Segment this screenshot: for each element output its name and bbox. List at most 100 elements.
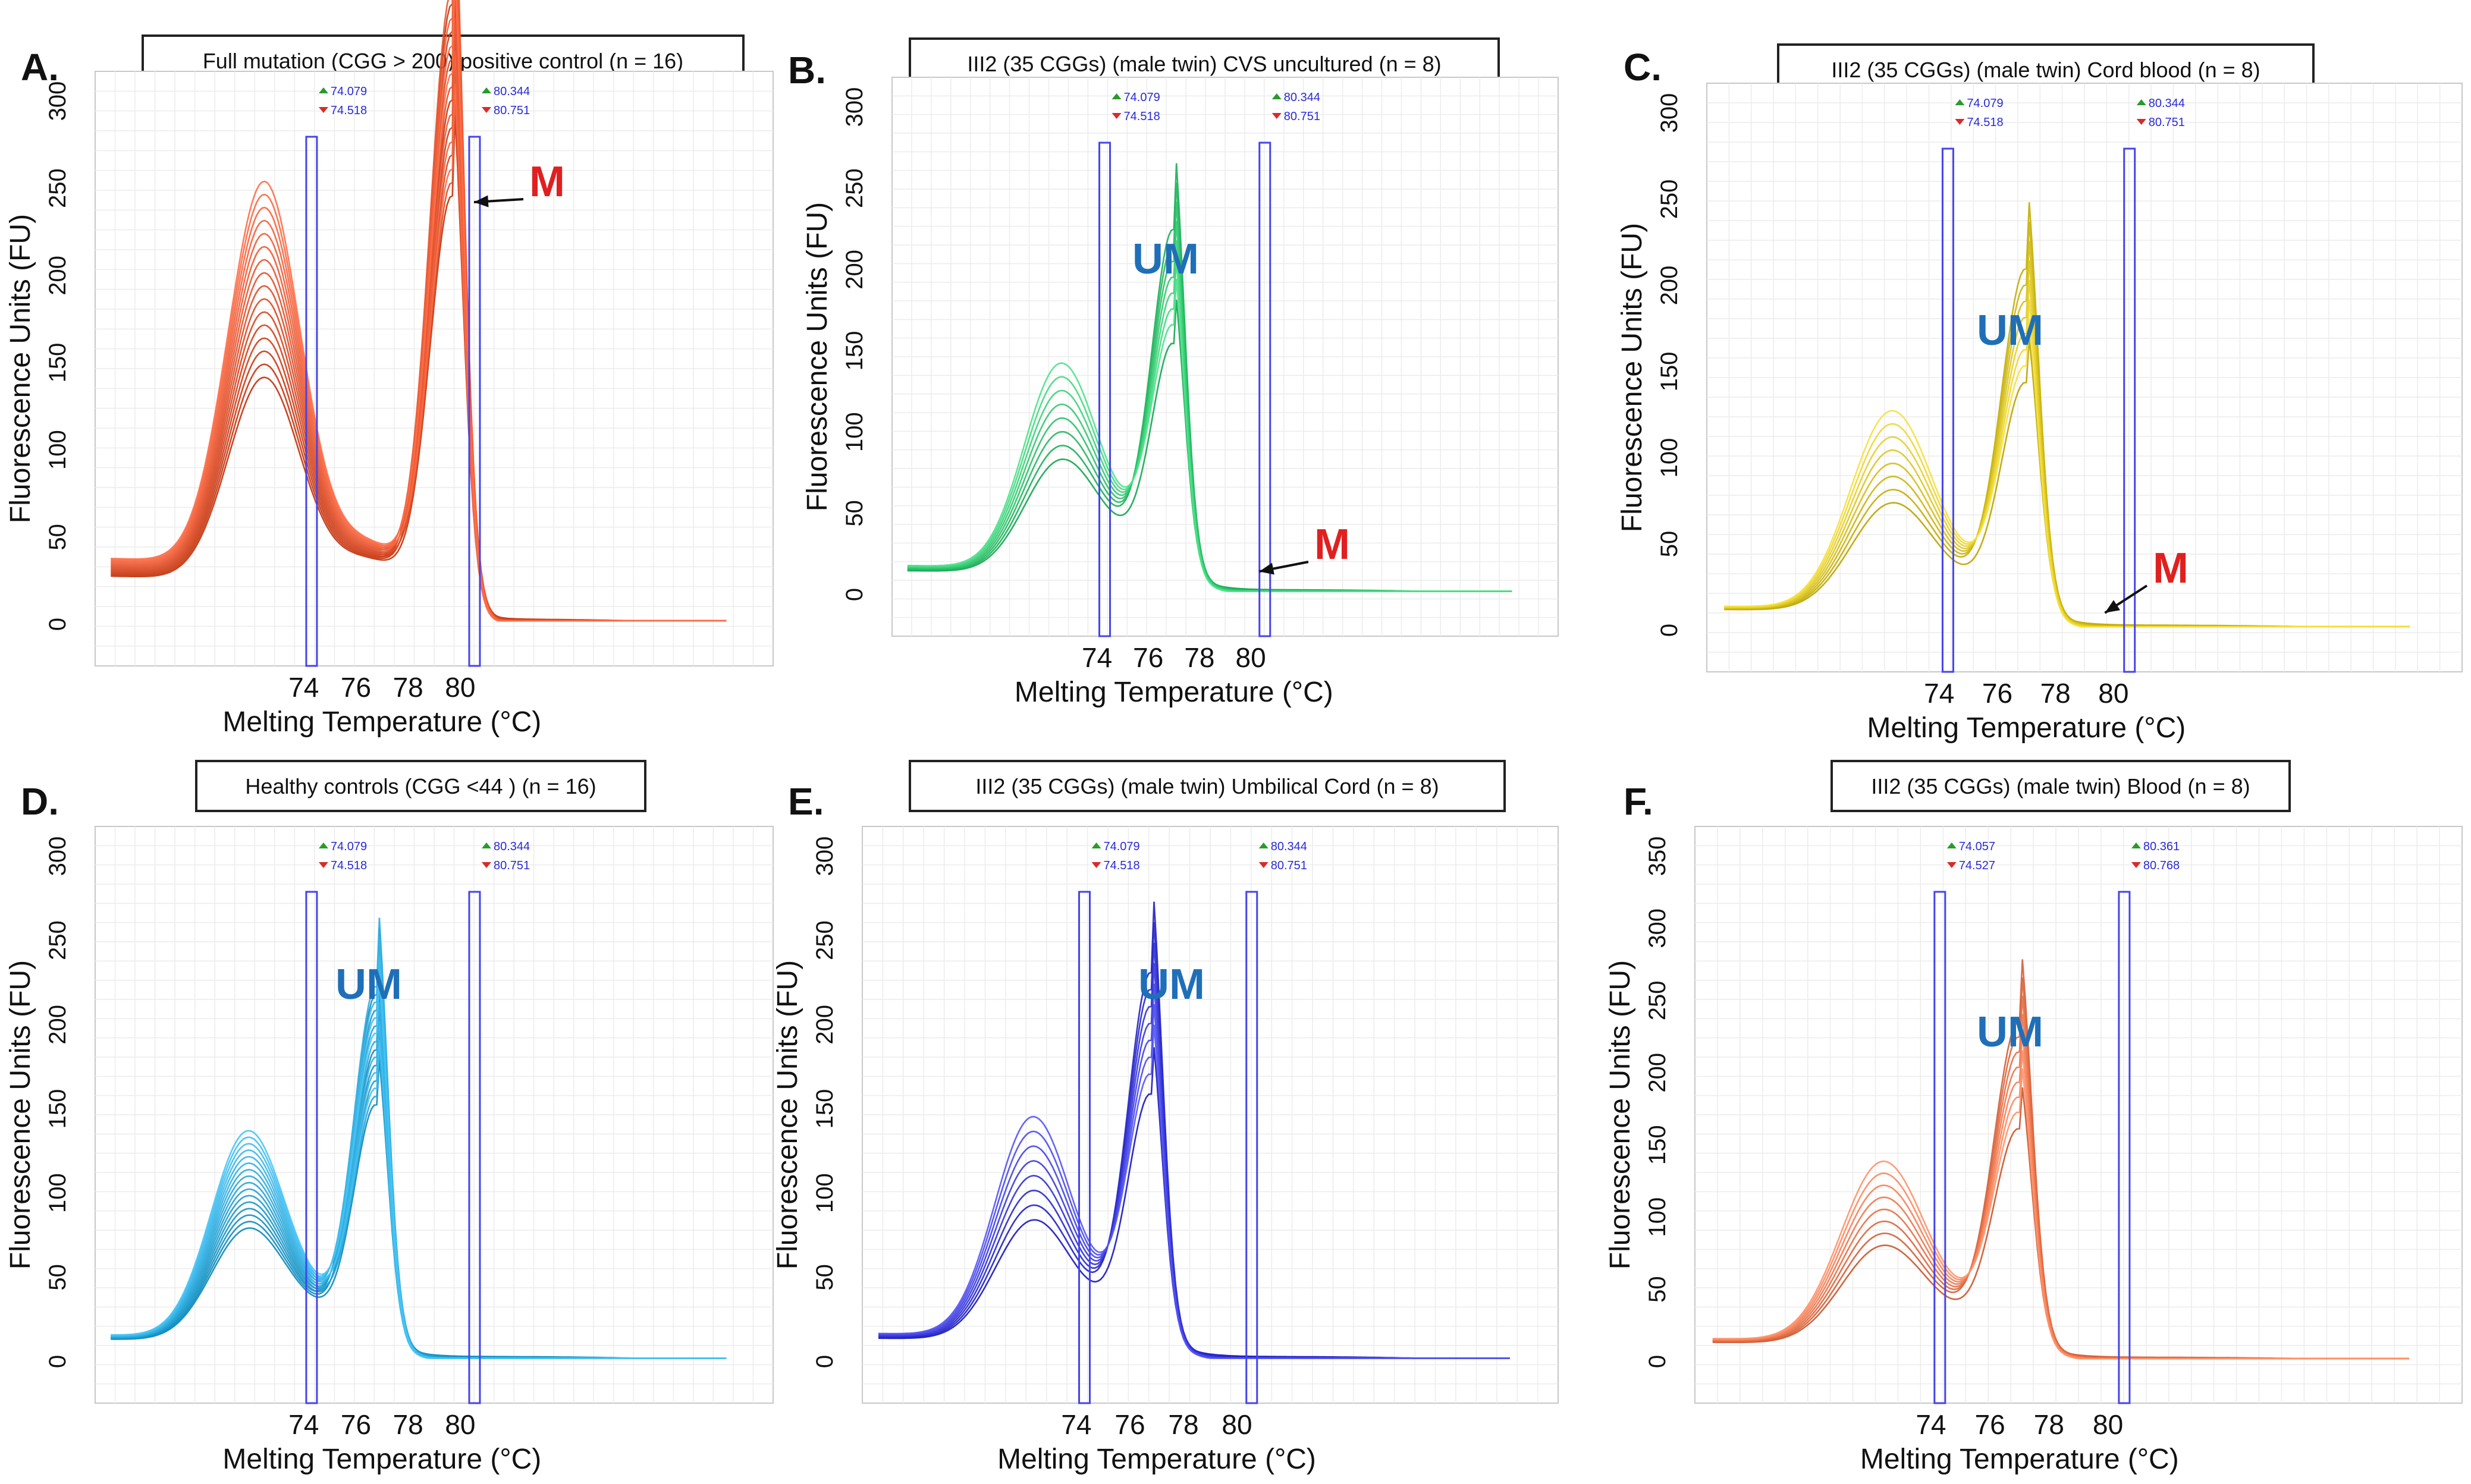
y-tick-label: 200 xyxy=(812,1005,838,1045)
y-tick-label: 250 xyxy=(45,920,71,960)
cursor-value: 80.751 xyxy=(1271,859,1307,872)
y-tick-label: 50 xyxy=(45,1264,71,1291)
y-tick-label: 250 xyxy=(45,168,71,208)
series-line xyxy=(111,974,727,1359)
cursor-down-icon xyxy=(2131,862,2141,868)
y-tick-label: 0 xyxy=(812,1355,838,1368)
x-axis-label: Melting Temperature (°C) xyxy=(1867,712,2186,744)
series-group xyxy=(878,901,1510,1359)
peak-label-um: UM xyxy=(1132,235,1199,283)
cursor-value: 80.751 xyxy=(494,104,530,117)
cursor-marker[interactable] xyxy=(305,136,318,667)
title-box xyxy=(195,760,646,812)
cursor-marker[interactable] xyxy=(2123,147,2136,673)
series-group xyxy=(1724,202,2410,628)
x-axis-label: Melting Temperature (°C) xyxy=(222,1444,541,1475)
panel-title: III2 (35 CGGs) (male twin) CVS unculture… xyxy=(967,52,1441,76)
cursor-up-icon xyxy=(1091,842,1101,848)
cursor-up-icon xyxy=(481,842,491,848)
y-axis-label: Fluorescence Units (FU) xyxy=(5,960,36,1269)
y-tick-label: 200 xyxy=(1656,266,1682,306)
cursor-marker[interactable] xyxy=(468,891,481,1404)
cursor-value: 74.057 xyxy=(1959,840,1995,853)
panel-title: III2 (35 CGGs) (male twin) Cord blood (n… xyxy=(1831,58,2260,82)
peak-label-m: M xyxy=(1314,521,1350,568)
cursor-value: 80.344 xyxy=(2149,97,2185,110)
cursor-value: 80.768 xyxy=(2143,859,2180,872)
cursor-up-icon xyxy=(1955,99,1965,105)
cursor-up-icon xyxy=(318,87,328,93)
panel-5: E. III2 (35 CGGs) (male twin) Umbilical C… xyxy=(772,760,1559,1475)
x-tick-label: 80 xyxy=(445,672,475,703)
y-tick-label: 300 xyxy=(45,81,71,121)
peak-label-um: UM xyxy=(1138,961,1205,1008)
y-tick-label: 50 xyxy=(842,500,868,527)
x-axis-label: Melting Temperature (°C) xyxy=(1860,1444,2179,1475)
cursor-marker[interactable] xyxy=(305,891,318,1404)
panel-3: C. III2 (35 CGGs) (male twin) Cord blood … xyxy=(1616,43,2463,744)
cursor-up-icon xyxy=(1946,842,1957,848)
cursor-marker[interactable] xyxy=(1078,891,1091,1404)
cursor-value: 74.079 xyxy=(1104,840,1140,853)
panel-letter: C. xyxy=(1624,46,1662,89)
x-tick-label: 76 xyxy=(1982,678,2012,709)
panel-title: III2 (35 CGGs) (male twin) Umbilical Cor… xyxy=(975,774,1439,798)
y-axis-label: Fluorescence Units (FU) xyxy=(802,202,833,511)
y-tick-label: 150 xyxy=(812,1089,838,1129)
cursor-value: 80.751 xyxy=(2149,116,2185,129)
y-tick-label: 200 xyxy=(45,256,71,295)
y-tick-label: 300 xyxy=(842,87,868,127)
peak-label-um: UM xyxy=(335,961,402,1008)
y-tick-label: 100 xyxy=(45,430,71,470)
cursor-value: 80.344 xyxy=(1271,840,1307,853)
cursor-value: 80.344 xyxy=(494,840,530,853)
cursor-down-icon xyxy=(1955,119,1965,125)
series-group xyxy=(1712,959,2409,1360)
y-tick-label: 250 xyxy=(842,168,868,208)
cursor-down-icon xyxy=(318,862,328,868)
title-box xyxy=(1831,760,2291,812)
y-tick-label: 250 xyxy=(812,920,838,960)
series-line xyxy=(878,1024,1510,1359)
y-tick-label: 50 xyxy=(1656,531,1682,558)
x-tick-label: 76 xyxy=(1975,1409,2005,1440)
y-tick-label: 0 xyxy=(45,618,71,631)
x-tick-label: 74 xyxy=(1061,1409,1091,1440)
y-tick-label: 150 xyxy=(842,331,868,371)
cursor-down-icon xyxy=(481,107,491,113)
cursor-marker[interactable] xyxy=(1098,142,1112,637)
x-tick-label: 74 xyxy=(1924,678,1954,709)
cursor-down-icon xyxy=(1112,113,1122,119)
cursor-marker[interactable] xyxy=(1245,891,1258,1404)
arrowhead-icon xyxy=(474,195,489,207)
cursor-value: 74.518 xyxy=(331,859,367,872)
cursor-marker[interactable] xyxy=(1258,142,1271,637)
x-tick-label: 80 xyxy=(2098,678,2128,709)
x-tick-label: 76 xyxy=(1114,1409,1145,1440)
y-tick-label: 0 xyxy=(1644,1355,1671,1368)
x-axis-label: Melting Temperature (°C) xyxy=(1015,677,1333,708)
y-tick-label: 200 xyxy=(1644,1053,1671,1093)
cursor-down-icon xyxy=(481,862,491,868)
cursor-down-icon xyxy=(2136,119,2146,125)
cursor-up-icon xyxy=(1258,842,1269,848)
cursor-value: 80.361 xyxy=(2143,840,2180,853)
y-tick-label: 150 xyxy=(45,343,71,383)
x-tick-label: 74 xyxy=(1082,642,1112,673)
x-tick-label: 78 xyxy=(2040,678,2071,709)
panel-2: B. III2 (35 CGGs) (male twin) CVS uncultu… xyxy=(788,37,1559,708)
cursor-up-icon xyxy=(318,842,328,848)
x-tick-label: 80 xyxy=(1235,642,1266,673)
x-tick-label: 76 xyxy=(341,1409,371,1440)
cursor-marker[interactable] xyxy=(1933,891,1946,1404)
y-axis-label: Fluorescence Units (FU) xyxy=(5,214,36,523)
y-tick-label: 250 xyxy=(1656,180,1682,219)
cursor-marker[interactable] xyxy=(1941,147,1954,673)
cursor-marker[interactable] xyxy=(2118,891,2131,1404)
cursor-value: 74.527 xyxy=(1959,859,1995,872)
y-tick-label: 300 xyxy=(1656,93,1682,133)
cursor-marker[interactable] xyxy=(468,136,481,667)
y-tick-label: 200 xyxy=(842,250,868,290)
y-axis-label: Fluorescence Units (FU) xyxy=(1605,960,1636,1269)
